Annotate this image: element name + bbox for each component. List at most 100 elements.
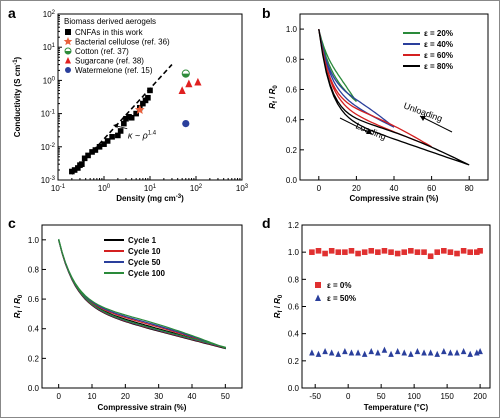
panel-d-point-1 <box>467 350 474 357</box>
panel-d-point-0 <box>454 250 460 257</box>
panel-a-point-0 <box>71 167 78 173</box>
panel-d-legend-marker-1 <box>315 294 321 301</box>
panel-c-ytick-label: 0.0 <box>28 384 40 393</box>
panel-b-legend-label-0: ε = 20% <box>424 29 453 38</box>
panel-a-point-0 <box>75 165 81 171</box>
panel-b-series-1 <box>318 28 395 128</box>
panel-c-plot-frame <box>41 224 243 389</box>
panel-a-point-0 <box>92 147 99 153</box>
panel-a-ytick-label: 101 <box>43 43 56 52</box>
panel-c-letter: c <box>8 215 16 231</box>
panel-d-point-1 <box>414 348 421 355</box>
panel-d-point-1 <box>460 348 467 355</box>
panel-a-legend-marker-1 <box>63 37 73 46</box>
panel-a-xtick-label: 10-1 <box>51 184 66 193</box>
panel-c-xtick-label: 40 <box>188 392 197 401</box>
panel-a-ytick-label: 10-3 <box>41 176 56 185</box>
panel-d-xtick-label: 150 <box>440 392 454 401</box>
panel-d-point-0 <box>315 248 322 254</box>
panel-d-point-1 <box>328 349 335 356</box>
panel-b-legend-label-1: ε = 40% <box>424 40 453 49</box>
panel-d-point-0 <box>322 250 328 257</box>
panel-d-xlabel: Temperature (°C) <box>364 403 429 412</box>
panel-d-legend-label-1: ε = 50% <box>327 294 356 303</box>
panel-c-xtick-label: 50 <box>221 392 230 401</box>
panel-d-point-0 <box>394 250 401 257</box>
panel-b-ytick-label: 0.2 <box>286 146 298 155</box>
panel-d-point-1 <box>355 349 361 356</box>
panel-d-point-0 <box>335 249 342 255</box>
panel-a-legend-marker-3 <box>65 57 71 64</box>
panel-a-point-0 <box>117 128 124 134</box>
panel-d-point-0 <box>355 250 361 257</box>
panel-a-point-0 <box>89 149 95 155</box>
panel-d-xtick-label: -50 <box>309 392 321 401</box>
panel-b-xtick-label: 40 <box>390 184 399 193</box>
panel-d-point-1 <box>361 350 368 357</box>
panel-a-point-2-fill <box>182 73 190 78</box>
panel-a-point-0 <box>121 120 127 127</box>
panel-a-xtick-label: 102 <box>190 184 203 193</box>
panel-b-xtick-label: 20 <box>352 184 361 193</box>
panel-d-point-1 <box>368 348 375 355</box>
panel-a-point-0 <box>79 161 85 167</box>
panel-d-point-0 <box>348 248 355 254</box>
panel-c-xtick-label: 10 <box>88 392 97 401</box>
panel-b-ytick-label: 0.4 <box>286 116 298 125</box>
panel-d-point-0 <box>467 249 474 255</box>
panel-a-xtick-label: 101 <box>144 184 157 193</box>
panel-b-xtick-label: 60 <box>427 184 436 193</box>
panel-d-point-0 <box>342 249 348 255</box>
panel-c-ytick-label: 0.4 <box>28 325 40 334</box>
panel-c-ytick-label: 0.2 <box>28 354 40 363</box>
panel-d-letter: d <box>262 215 271 231</box>
panel-d-point-1 <box>381 346 388 353</box>
panel-a-legend-title: Biomass derived aerogels <box>64 17 156 26</box>
panel-a-point-1 <box>134 104 145 114</box>
panel-a-ytick-label: 100 <box>43 76 56 85</box>
panel-a-point-4 <box>182 119 190 128</box>
panel-a-point-3 <box>178 86 186 94</box>
panel-d-point-0 <box>477 248 483 254</box>
panel-d-point-1 <box>454 349 460 356</box>
panel-d-ytick-label: 0.2 <box>288 357 300 366</box>
panel-c-ytick-label: 0.8 <box>28 265 40 274</box>
panel-a-legend-marker-2 <box>64 47 72 55</box>
panel-d-point-0 <box>447 249 454 255</box>
panel-b-letter: b <box>262 5 271 21</box>
panel-a-letter: a <box>8 5 16 21</box>
panel-a-legend-marker-4 <box>65 67 71 73</box>
panel-d-point-0 <box>401 249 408 255</box>
panel-a-point-3 <box>185 79 193 88</box>
panel-d-point-0 <box>381 248 388 254</box>
panel-d-ytick-label: 0.4 <box>288 330 300 339</box>
panel-d-point-1 <box>394 348 401 355</box>
panel-d-point-0 <box>427 253 434 260</box>
panel-c-xtick-label: 30 <box>154 392 163 401</box>
panel-c-ytick-label: 1.0 <box>28 236 40 245</box>
panel-d-point-1 <box>335 350 342 357</box>
panel-a-point-0 <box>145 94 151 101</box>
panel-b-ytick-label: 1.0 <box>286 25 298 34</box>
panel-a-point-0 <box>140 100 146 107</box>
panel-a-ytick-label: 10-2 <box>41 143 56 152</box>
panel-d-ytick-label: 0.6 <box>288 303 300 312</box>
panel-d-ytick-label: 0.0 <box>288 384 300 393</box>
panel-d-point-1 <box>427 349 434 356</box>
panel-d-point-1 <box>421 349 427 356</box>
panel-d-point-1 <box>342 348 348 355</box>
panel-d-point-0 <box>474 249 480 255</box>
panel-d-ytick-label: 0.8 <box>288 275 300 284</box>
panel-a-point-0 <box>123 115 129 122</box>
panel-a-point-0 <box>147 87 153 94</box>
panel-a-legend-label-0: CNFAs in this work <box>75 28 144 37</box>
panel-a-xlabel: Density (mg cm-3) <box>116 194 184 203</box>
panel-d-point-1 <box>441 348 447 355</box>
panel-a-point-2 <box>181 69 190 78</box>
panel-a-legend-label-2: Cotton (ref. 37) <box>75 47 129 56</box>
panel-c-legend-label-3: Cycle 100 <box>128 269 165 278</box>
panel-b-loading-arrow <box>339 117 373 135</box>
panel-b-unloading-arrowhead <box>420 116 426 121</box>
panel-a-point-0 <box>128 114 135 121</box>
